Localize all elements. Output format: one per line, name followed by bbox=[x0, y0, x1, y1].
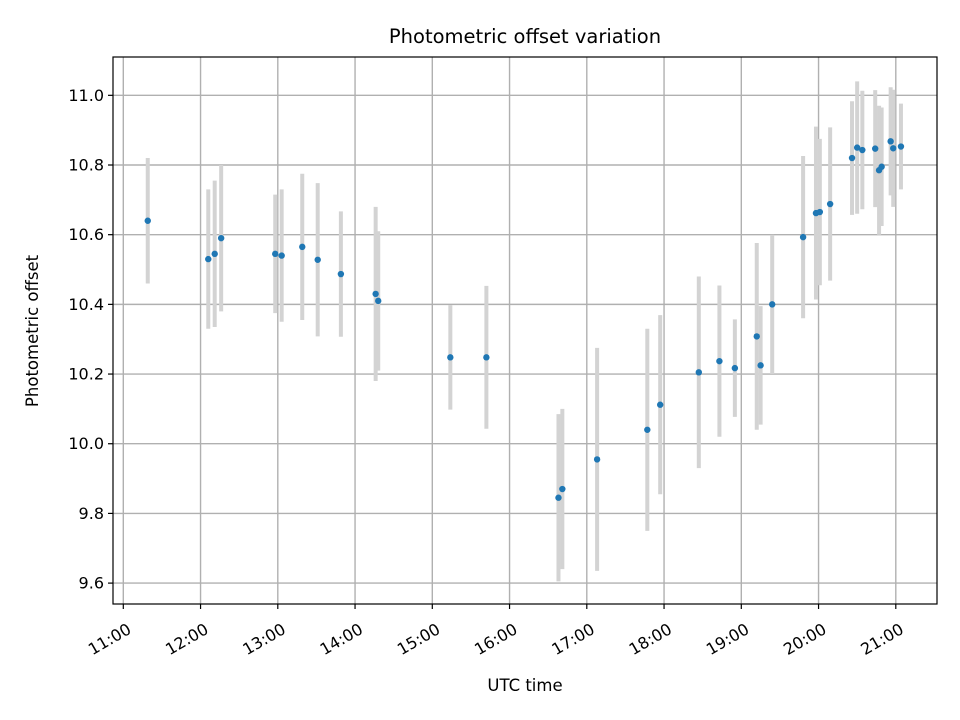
data-point bbox=[372, 290, 379, 298]
data-point bbox=[757, 362, 764, 369]
data-point bbox=[753, 333, 760, 340]
data-point bbox=[278, 252, 285, 259]
data-point bbox=[848, 154, 856, 162]
data-point bbox=[217, 234, 225, 242]
y-tick-label: 9.8 bbox=[79, 504, 104, 523]
data-point bbox=[555, 494, 562, 501]
data-point bbox=[211, 250, 218, 258]
data-point bbox=[799, 233, 807, 241]
data-points bbox=[144, 138, 905, 501]
x-axis-label: UTC time bbox=[487, 676, 562, 695]
grid bbox=[113, 57, 937, 604]
data-point bbox=[593, 456, 601, 463]
data-point bbox=[644, 426, 651, 433]
y-tick-label: 10.4 bbox=[68, 295, 104, 314]
data-point bbox=[656, 401, 664, 408]
data-point bbox=[299, 243, 306, 251]
data-point bbox=[872, 145, 879, 152]
data-point bbox=[769, 301, 776, 308]
data-point bbox=[695, 369, 703, 376]
y-axis-label: Photometric offset bbox=[23, 254, 42, 407]
data-point bbox=[897, 143, 905, 150]
y-axis-ticks: 9.6 9.8 10.0 10.2 10.4 10.6 10.8 11.0 bbox=[68, 86, 113, 593]
y-tick-label: 10.6 bbox=[68, 225, 104, 244]
y-tick-label: 9.6 bbox=[79, 574, 104, 593]
data-point bbox=[314, 256, 321, 263]
data-point bbox=[878, 163, 885, 170]
data-point bbox=[375, 297, 382, 305]
data-point bbox=[890, 145, 897, 152]
data-point bbox=[205, 255, 212, 263]
y-tick-label: 10.2 bbox=[68, 365, 104, 384]
plot-frame bbox=[112, 56, 938, 605]
chart-title: Photometric offset variation bbox=[389, 25, 661, 48]
data-point bbox=[853, 144, 861, 151]
data-point bbox=[272, 250, 279, 258]
y-tick-label: 11.0 bbox=[68, 86, 104, 105]
data-point bbox=[144, 217, 151, 224]
data-point bbox=[816, 208, 824, 216]
data-point bbox=[483, 354, 490, 361]
data-point bbox=[716, 357, 723, 365]
data-point bbox=[887, 138, 894, 145]
data-point bbox=[731, 364, 739, 372]
plot-area-background bbox=[113, 57, 937, 604]
data-point bbox=[447, 354, 454, 361]
data-point bbox=[559, 485, 566, 493]
data-point bbox=[826, 200, 834, 208]
data-point bbox=[859, 146, 866, 154]
data-point bbox=[337, 270, 345, 278]
y-tick-label: 10.0 bbox=[68, 434, 104, 453]
y-tick-label: 10.8 bbox=[68, 156, 104, 175]
